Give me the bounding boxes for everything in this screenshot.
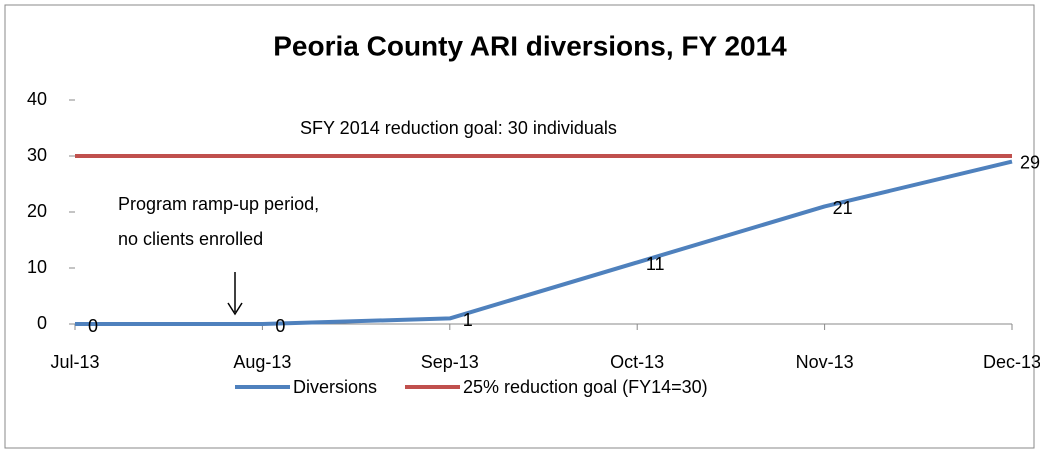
- legend-label: Diversions: [293, 377, 377, 397]
- annotation: SFY 2014 reduction goal: 30 individuals: [300, 118, 617, 138]
- x-tick-label: Aug-13: [233, 352, 291, 372]
- arrow-head: [227, 302, 243, 316]
- y-tick-label: 40: [27, 89, 47, 109]
- y-tick-label: 30: [27, 145, 47, 165]
- y-tick-label: 0: [37, 313, 47, 333]
- data-label: 21: [833, 198, 853, 218]
- x-tick-label: Dec-13: [983, 352, 1040, 372]
- x-tick-label: Jul-13: [50, 352, 99, 372]
- annotation: Program ramp-up period,: [118, 194, 319, 214]
- series-line: [75, 159, 1013, 326]
- x-tick-label: Nov-13: [796, 352, 854, 372]
- annotation: no clients enrolled: [118, 229, 263, 249]
- data-label: 0: [275, 316, 285, 336]
- data-label: 1: [463, 310, 473, 330]
- x-tick-label: Oct-13: [610, 352, 664, 372]
- y-tick-label: 20: [27, 201, 47, 221]
- chart-border: [4, 4, 1035, 449]
- y-tick-label: 10: [27, 257, 47, 277]
- data-label: 29: [1020, 152, 1040, 172]
- x-tick-label: Sep-13: [421, 352, 479, 372]
- data-label: 0: [88, 316, 98, 336]
- data-label: 11: [646, 254, 665, 274]
- chart-title: Peoria County ARI diversions, FY 2014: [273, 30, 787, 61]
- legend-label: 25% reduction goal (FY14=30): [463, 377, 708, 397]
